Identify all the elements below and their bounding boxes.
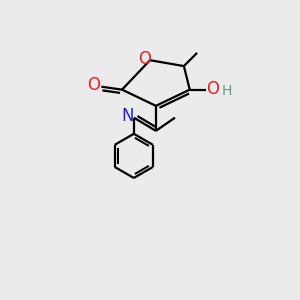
Text: H: H (221, 84, 232, 98)
Text: O: O (206, 80, 219, 98)
Text: N: N (121, 107, 134, 125)
Text: O: O (138, 50, 151, 68)
Text: O: O (88, 76, 100, 94)
